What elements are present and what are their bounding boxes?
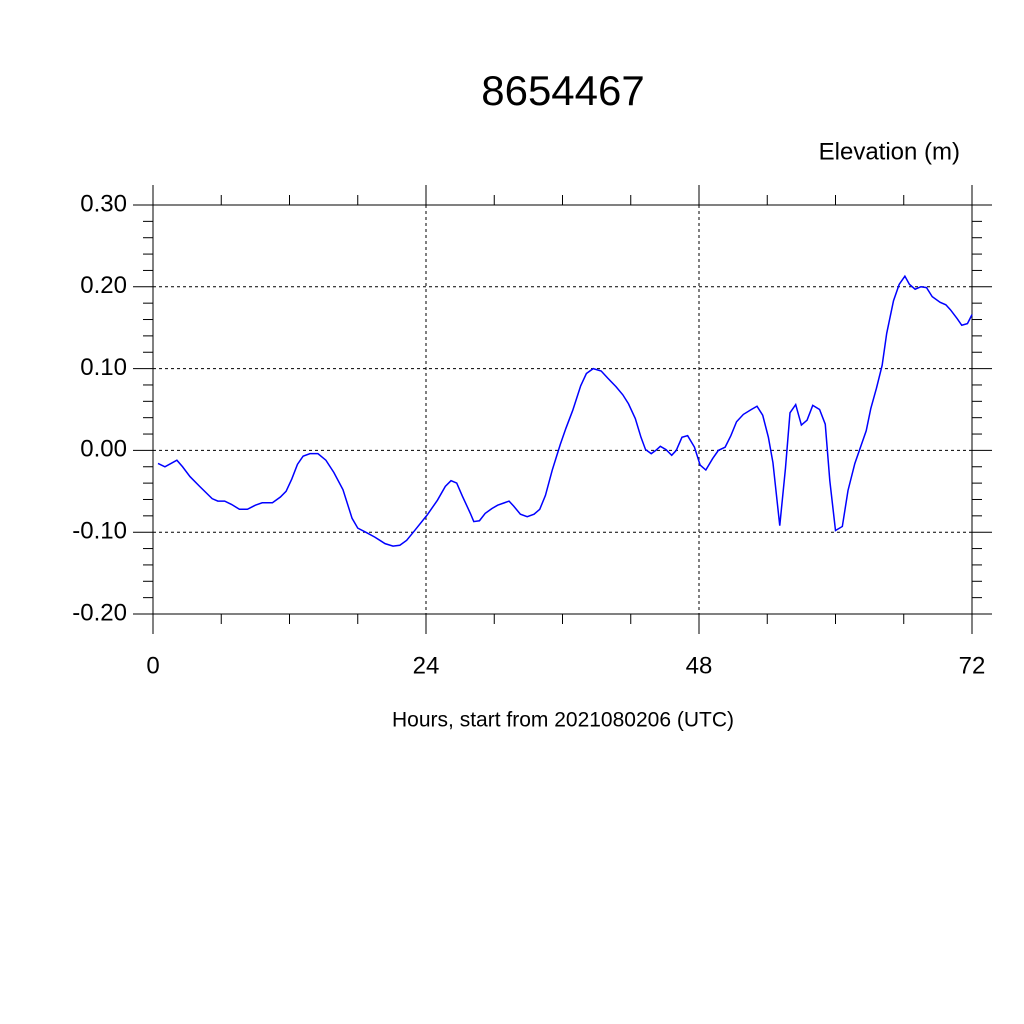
x-tick-label: 72 — [959, 652, 986, 679]
x-tick-label: 0 — [146, 652, 159, 679]
x-axis-label: Hours, start from 2021080206 (UTC) — [392, 709, 734, 732]
x-tick-label: 24 — [413, 652, 440, 679]
y-axis-label: Elevation (m) — [819, 138, 960, 165]
data-line — [157, 274, 973, 547]
y-tick-label: -0.20 — [72, 599, 127, 626]
y-tick-label: -0.10 — [72, 518, 127, 545]
plot-frame — [152, 204, 973, 615]
y-tick-label: 0.20 — [80, 272, 127, 299]
chart-title: 8654467 — [481, 67, 645, 114]
x-tick-label: 48 — [686, 652, 713, 679]
y-tick-label: 0.30 — [80, 190, 127, 217]
y-tick-label: 0.10 — [80, 354, 127, 381]
y-tick-label: 0.00 — [80, 436, 127, 463]
